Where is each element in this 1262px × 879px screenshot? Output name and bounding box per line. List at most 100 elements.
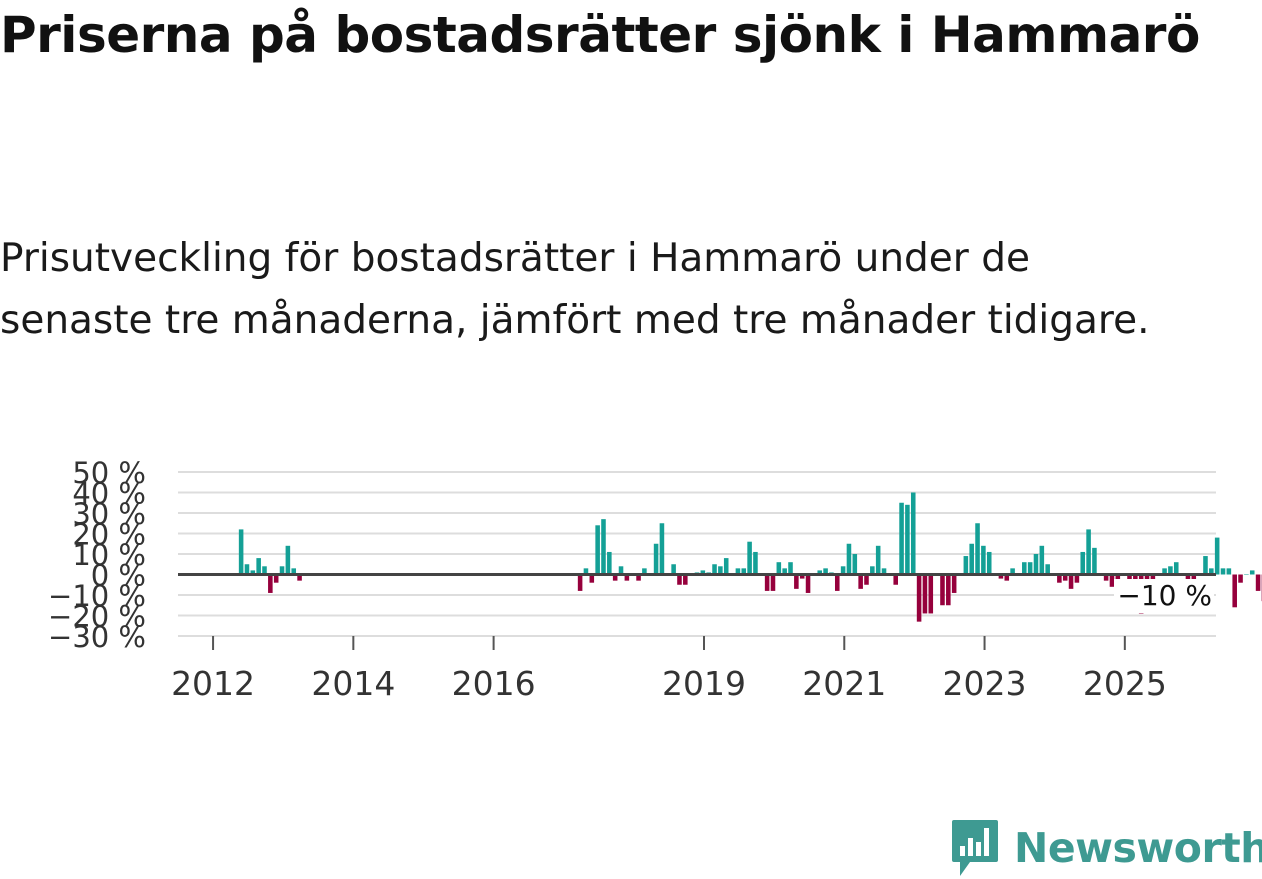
bar: [875, 545, 881, 575]
bar: [910, 492, 916, 575]
bar: [238, 529, 244, 575]
x-tick-label: 2012: [171, 664, 255, 703]
bar: [1226, 568, 1232, 575]
y-tick-label: 20 %: [72, 518, 146, 552]
bar: [1168, 566, 1173, 575]
bar: [1062, 574, 1068, 581]
bar: [998, 574, 1004, 579]
bar: [1232, 574, 1237, 608]
annotation-layer: −10 %: [1114, 579, 1214, 613]
bar: [1191, 574, 1197, 581]
bar: [250, 570, 256, 575]
bar-chart: 50 %40 %30 %20 %10 %0 % −10 % −20 %−30 % 2…: [48, 456, 1262, 703]
bar: [1039, 545, 1045, 575]
bar: [1109, 574, 1115, 587]
bar: [1080, 551, 1086, 575]
bar: [583, 568, 589, 575]
bar: [577, 574, 583, 591]
bar: [1244, 574, 1249, 575]
bar: [642, 568, 647, 575]
chart-subtitle: Prisutveckling för bostadsrätter i Hamma…: [0, 236, 1150, 343]
bar: [1249, 570, 1255, 575]
bar: [1203, 556, 1208, 575]
bar: [823, 568, 828, 575]
bar: [1057, 574, 1062, 583]
bar: [1238, 574, 1243, 583]
y-tick-label: 0 %: [91, 559, 146, 593]
bar: [928, 574, 934, 614]
bar: [244, 564, 250, 575]
last-value-label-bg: [1114, 579, 1214, 613]
bar: [747, 541, 752, 575]
bar: [279, 566, 285, 575]
bar: [963, 556, 969, 575]
y-axis-ticks: 50 %40 %30 %20 %10 %0 %−10 %−20 %−30 %: [48, 456, 146, 654]
bar: [1092, 547, 1097, 575]
y-tick-label: −20 %: [48, 600, 146, 634]
bar: [852, 554, 858, 575]
bar: [981, 545, 986, 575]
brand-name: Newsworthy: [1014, 824, 1262, 872]
bar: [858, 574, 863, 589]
bar: [1086, 529, 1091, 575]
bar: [1115, 574, 1121, 583]
bar: [285, 545, 291, 575]
bar: [718, 566, 723, 575]
bar: [712, 564, 717, 575]
bar: [922, 574, 928, 614]
bar: [940, 574, 945, 606]
newsworthy-logo-icon: [952, 820, 998, 876]
bar: [776, 562, 782, 575]
bar: [1004, 574, 1010, 581]
bar: [297, 574, 302, 581]
bar: [881, 568, 887, 575]
bar: [946, 574, 951, 606]
last-value-label: −10 %: [1117, 579, 1212, 612]
bar: [1214, 537, 1220, 575]
bar: [817, 570, 823, 575]
x-axis-ticks: 2012 2014 2016 2019 2021 2023 2025: [171, 636, 1167, 703]
bar: [1033, 554, 1039, 575]
x-tick-label: 2014: [311, 664, 395, 703]
bar: [1027, 562, 1033, 575]
bar: [595, 525, 600, 575]
y-tick-label: 40 %: [72, 477, 146, 511]
bar: [683, 574, 688, 585]
bar: [601, 519, 606, 575]
bar: [893, 574, 898, 585]
bar: [1255, 574, 1261, 591]
bar: [846, 543, 852, 575]
bar: [1173, 562, 1179, 575]
bar: [753, 551, 758, 575]
bar: [589, 574, 595, 583]
bar: [764, 574, 770, 591]
bar: [794, 574, 799, 589]
bar: [1220, 568, 1226, 575]
bar: [741, 568, 747, 575]
bar: [782, 568, 787, 575]
bar: [700, 570, 706, 575]
bar: [273, 574, 279, 583]
x-tick-label: 2019: [662, 664, 746, 703]
bar: [612, 574, 618, 581]
bar: [291, 568, 297, 575]
bar: [951, 574, 957, 593]
bar: [1074, 574, 1080, 583]
y-tick-label: 50 %: [72, 456, 146, 490]
bar: [618, 566, 624, 575]
bar: [770, 574, 776, 591]
bar: [916, 574, 922, 622]
x-tick-label: 2025: [1083, 664, 1167, 703]
grid-lines: [178, 471, 1216, 637]
bar: [671, 564, 676, 575]
y-tick-label: 10 %: [72, 538, 146, 572]
y-tick-label: 30 %: [72, 497, 146, 531]
bar: [969, 543, 974, 575]
bar: [1103, 574, 1109, 581]
bar: [268, 574, 273, 593]
bar: [1209, 568, 1214, 575]
bar: [864, 574, 869, 585]
bar: [262, 566, 267, 575]
bar: [256, 558, 261, 575]
y-tick-label: −30 %: [48, 620, 146, 654]
